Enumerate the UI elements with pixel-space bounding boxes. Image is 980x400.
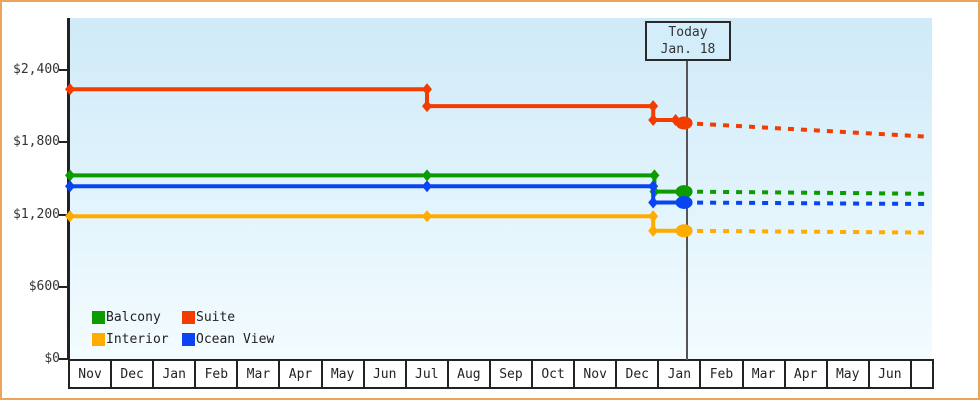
x-axis-month-cell: Mar [238, 361, 281, 387]
x-axis-month-cell: Jan [154, 361, 197, 387]
plot-background [70, 18, 932, 360]
x-axis-month-cell: Dec [112, 361, 155, 387]
chart-legend: Balcony Suite Interior Ocean View [92, 310, 274, 347]
x-axis-month-cell: Feb [196, 361, 239, 387]
y-axis-tick-label: $0 [44, 351, 60, 366]
legend-label: Balcony [106, 310, 161, 325]
legend-item-interior: Interior [92, 332, 182, 347]
y-axis-line [67, 18, 70, 360]
x-axis-month-cell: Feb [701, 361, 744, 387]
x-axis-month-cell: Nov [70, 361, 113, 387]
x-axis-month-cell: Jul [407, 361, 449, 387]
legend-label: Interior [106, 332, 169, 347]
legend-swatch-icon [182, 333, 195, 346]
x-axis-month-cell: Oct [533, 361, 576, 387]
x-axis-month-cell: Sep [491, 361, 534, 387]
legend-item-ocean-view: Ocean View [182, 332, 274, 347]
y-axis-tick [59, 358, 67, 360]
y-axis-tick-label: $1,800 [13, 134, 60, 150]
y-axis-tick-label: $600 [28, 278, 60, 294]
today-vertical-line [686, 61, 688, 360]
today-annotation-line1: Today [668, 25, 708, 40]
x-axis-month-row: Nov Dec Jan Feb Mar Apr May Jun Jul Aug Sep Oct Nov D… [68, 359, 934, 389]
y-axis-tick [59, 213, 67, 216]
legend-label: Suite [196, 310, 236, 325]
legend-swatch-icon [182, 311, 195, 324]
x-axis-month-cell: Jun [870, 361, 912, 387]
y-axis-tick-label: $2,400 [13, 62, 60, 77]
y-axis-tick [59, 141, 67, 144]
y-axis-tick [59, 69, 67, 71]
x-axis-month-cell: Apr [280, 361, 323, 387]
x-axis-month-cell: Dec [617, 361, 660, 387]
today-annotation-line2: Jan. 18 [660, 42, 716, 57]
legend-label: Ocean View [196, 332, 275, 347]
legend-swatch-icon [92, 311, 105, 324]
today-annotation-box: Today Jan. 18 [645, 21, 731, 61]
x-axis-month-cell: Nov [575, 361, 618, 387]
x-axis-month-cell: Mar [744, 361, 786, 387]
x-axis-month-cell: Apr [786, 361, 828, 387]
x-axis-month-cell: May [828, 361, 870, 387]
legend-item-suite: Suite [182, 310, 274, 325]
x-axis-month-cell: Aug [449, 361, 491, 387]
legend-swatch-icon [92, 333, 105, 346]
x-axis-filler-cell [912, 361, 932, 387]
y-axis-tick-label: $1,200 [13, 206, 60, 222]
legend-item-balcony: Balcony [92, 310, 182, 325]
x-axis-month-cell: Jun [365, 361, 407, 387]
y-axis-tick [59, 285, 67, 288]
x-axis-month-cell: Jan [659, 361, 702, 387]
x-axis-month-cell: May [323, 361, 365, 387]
